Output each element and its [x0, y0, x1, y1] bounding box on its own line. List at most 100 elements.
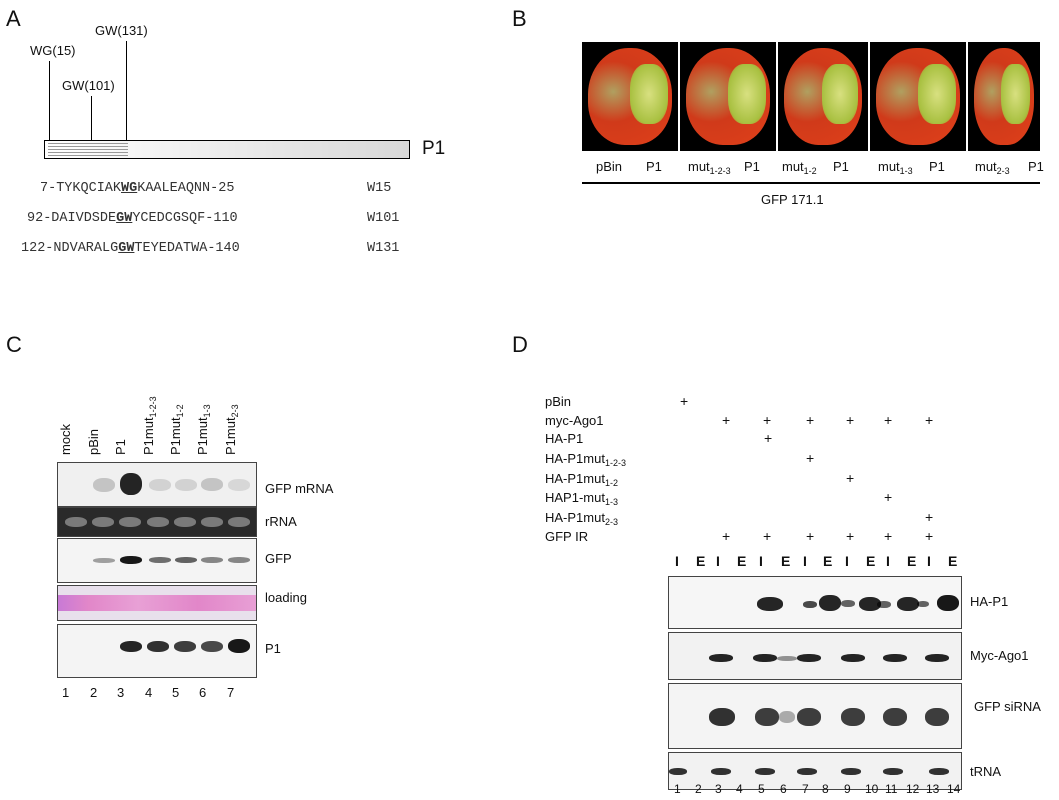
- site-line-wg15: [49, 61, 50, 140]
- condition-label: HA-P1mut1-2: [545, 471, 618, 488]
- blot-gfp-sirna: [668, 683, 962, 749]
- leaf-label-left: mut2-3: [975, 159, 1010, 176]
- lane-number: 4: [145, 685, 153, 700]
- p1-protein-bar: [44, 140, 410, 159]
- blot-ha-p1: [668, 576, 962, 629]
- lane-label: P1mut1-2-3: [141, 396, 158, 455]
- blot-label-gfp-sirna: GFP siRNA: [974, 699, 1041, 714]
- leaf-label-right: P1: [744, 159, 760, 174]
- panel-a-letter: A: [6, 6, 21, 31]
- blot-label-rrna: rRNA: [265, 514, 297, 529]
- blot-label-p1: P1: [265, 641, 281, 656]
- fraction-label: I: [759, 553, 763, 569]
- lane-number: 3: [715, 782, 722, 796]
- blot-label-gfp-mrna: GFP mRNA: [265, 481, 334, 496]
- lane-number: 9: [844, 782, 851, 796]
- site-label-gw101: GW(101): [62, 78, 115, 93]
- fraction-label: I: [927, 553, 931, 569]
- condition-label: HA-P1mut2-3: [545, 510, 618, 527]
- leaf-label-right: P1: [929, 159, 945, 174]
- plus-mark: +: [763, 528, 772, 544]
- motif: GW: [116, 211, 133, 226]
- lane-number: 3: [117, 685, 125, 700]
- fraction-label: E: [781, 553, 791, 569]
- plus-mark: +: [884, 489, 893, 505]
- fraction-label: I: [845, 553, 849, 569]
- fraction-label: E: [866, 553, 876, 569]
- lane-label: P1mut2-3: [223, 404, 240, 455]
- lane-number: 1: [62, 685, 70, 700]
- lane-number: 5: [758, 782, 765, 796]
- leaf-label-left: mut1-3: [878, 159, 913, 176]
- protein-label: P1: [422, 138, 446, 159]
- blot-loading: [57, 585, 257, 621]
- leaf-image: [968, 42, 1040, 151]
- lane-number: 6: [199, 685, 207, 700]
- plus-mark: +: [806, 412, 815, 428]
- lane-number: 13: [926, 782, 940, 796]
- plus-mark: +: [846, 412, 855, 428]
- hatched-region: [48, 143, 128, 156]
- blot-p1: [57, 624, 257, 678]
- site-label-wg15: WG(15): [30, 43, 76, 58]
- sequence-label: W131: [367, 241, 400, 256]
- condition-label: HAP1-mut1-3: [545, 490, 618, 507]
- lane-label: P1mut1-3: [195, 404, 212, 455]
- blot-label-myc-ago1: Myc-Ago1: [970, 648, 1029, 663]
- plus-mark: +: [763, 412, 772, 428]
- lane-number: 12: [906, 782, 920, 796]
- plus-mark: +: [722, 528, 731, 544]
- blot-myc-ago1: [668, 632, 962, 680]
- lane-number: 2: [695, 782, 702, 796]
- leaf-label-left: pBin: [596, 159, 623, 174]
- leaf-image: [582, 42, 678, 151]
- site-label-gw131: GW(131): [95, 23, 148, 38]
- lane-number: 4: [736, 782, 743, 796]
- lane-number: 11: [885, 782, 898, 796]
- plus-mark: +: [925, 528, 934, 544]
- sequence-label: W101: [367, 211, 400, 226]
- blot-gfp-mrna: [57, 462, 257, 507]
- condition-label: myc-Ago1: [545, 413, 604, 428]
- lane-number: 6: [780, 782, 787, 796]
- lane-number: 1: [674, 782, 681, 796]
- blot-trna: [668, 752, 962, 790]
- leaf-image: [680, 42, 776, 151]
- plus-mark: +: [846, 470, 855, 486]
- sequence-label: W15: [367, 181, 392, 196]
- plus-mark: +: [806, 450, 815, 466]
- lane-label: pBin: [86, 428, 101, 455]
- plus-mark: +: [884, 412, 893, 428]
- panel-d-letter: D: [512, 332, 528, 357]
- plus-mark: +: [925, 509, 934, 525]
- plus-mark: +: [764, 430, 773, 446]
- blot-gfp: [57, 538, 257, 583]
- blot-label-loading: loading: [265, 590, 307, 605]
- leaf-label-left: mut1-2-3: [688, 159, 731, 176]
- blot-label-trna: tRNA: [970, 764, 1002, 779]
- fraction-label: I: [886, 553, 890, 569]
- fraction-label: I: [716, 553, 720, 569]
- fraction-label: E: [823, 553, 833, 569]
- blot-label-ha-p1: HA-P1: [970, 594, 1009, 609]
- lane-number: 10: [865, 782, 879, 796]
- plus-mark: +: [806, 528, 815, 544]
- blot-label-gfp: GFP: [265, 551, 292, 566]
- caption-rule: [582, 182, 1040, 184]
- plus-mark: +: [925, 412, 934, 428]
- lane-number: 5: [172, 685, 180, 700]
- plus-mark: +: [722, 412, 731, 428]
- condition-label: HA-P1mut1-2-3: [545, 451, 626, 468]
- site-line-gw101: [91, 96, 92, 140]
- sequence-row: 122-NDVARALGGWTEYEDATWA-140: [21, 241, 240, 256]
- plus-mark: +: [846, 528, 855, 544]
- motif: GW: [118, 241, 135, 256]
- fraction-label: I: [675, 553, 679, 569]
- leaf-label-right: P1: [1028, 159, 1044, 174]
- fraction-label: E: [696, 553, 706, 569]
- lane-number: 7: [802, 782, 809, 796]
- plus-mark: +: [884, 528, 893, 544]
- lane-label: mock: [58, 423, 73, 455]
- fraction-label: E: [948, 553, 958, 569]
- lane-number: 7: [227, 685, 235, 700]
